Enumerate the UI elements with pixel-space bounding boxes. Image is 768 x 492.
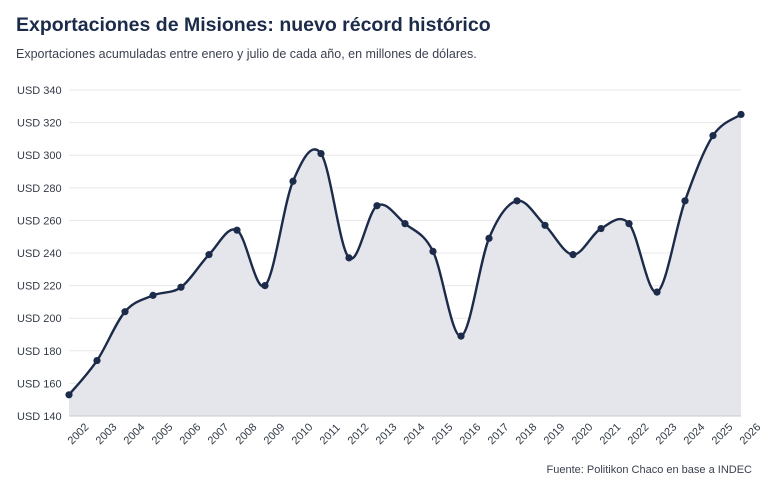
x-tick-label: 2026 [738,421,764,447]
x-tick-label: 2015 [430,421,456,447]
data-point [149,291,157,299]
data-point [177,283,185,291]
x-tick-label: 2024 [682,421,708,447]
x-tick-label: 2004 [122,421,148,447]
x-tick-label: 2022 [626,421,652,447]
x-tick-label: 2005 [150,421,176,447]
data-point [597,224,605,233]
chart-subtitle: Exportaciones acumuladas entre enero y j… [16,47,477,61]
x-tick-label: 2007 [206,421,232,447]
data-point [513,197,521,205]
x-tick-label: 2013 [374,421,400,447]
data-point [121,308,129,316]
data-point [345,254,353,262]
x-tick-label: 2008 [234,421,260,447]
y-tick-label: USD 260 [17,215,62,227]
y-tick-label: USD 320 [17,118,62,130]
source-note: Fuente: Politikon Chaco en base a INDEC [546,464,752,476]
data-point [233,226,241,234]
x-tick-label: 2025 [710,421,736,447]
chart-title: Exportaciones de Misiones: nuevo récord … [16,14,491,36]
x-tick-label: 2019 [542,421,568,447]
data-point [317,149,325,158]
x-tick-label: 2018 [514,421,540,447]
data-point [569,251,577,259]
data-point [261,282,269,290]
data-point [401,220,409,228]
area-fill-layer [69,114,741,416]
x-tick-label: 2002 [66,421,92,447]
y-tick-label: USD 200 [17,313,62,325]
area-fill [69,114,741,416]
y-tick-label: USD 300 [17,150,62,162]
y-tick-label: USD 180 [17,346,62,358]
x-tick-label: 2021 [598,421,624,447]
data-point [541,221,549,229]
x-axis: 2002 2003 2004 2005 2006 2007 2008 2009 2010 2011… [66,415,764,447]
y-tick-label: USD 340 [17,85,62,97]
data-point [709,132,717,140]
x-tick-label: 2012 [346,421,372,447]
y-tick-label: USD 160 [17,378,62,390]
x-tick-label: 2020 [570,421,596,447]
x-tick-label: 2023 [654,421,680,447]
y-tick-label: USD 280 [17,183,62,195]
data-point [205,251,213,259]
y-tick-label: USD 140 [17,411,62,423]
x-tick-label: 2017 [486,421,512,447]
data-point [373,202,381,210]
data-point [653,288,661,296]
data-point [289,177,297,185]
data-point [93,356,101,365]
data-point [429,247,437,255]
data-point [65,391,73,399]
data-point [625,220,633,228]
x-tick-label: 2003 [94,421,120,447]
x-tick-label: 2016 [458,421,484,447]
x-tick-label: 2011 [318,422,343,447]
y-axis: USD 140 USD 160 USD 180 USD 200 USD 220 USD 2… [17,85,62,423]
data-point [485,234,493,242]
x-tick-label: 2006 [178,421,204,447]
y-tick-label: USD 240 [17,248,62,260]
y-tick-label: USD 220 [17,281,62,293]
data-points-layer [65,110,745,399]
data-point [681,197,689,205]
x-tick-label: 2010 [290,421,316,447]
data-point [457,332,465,340]
data-point [737,110,745,119]
x-tick-label: 2014 [402,421,428,447]
x-tick-label: 2009 [262,421,288,447]
